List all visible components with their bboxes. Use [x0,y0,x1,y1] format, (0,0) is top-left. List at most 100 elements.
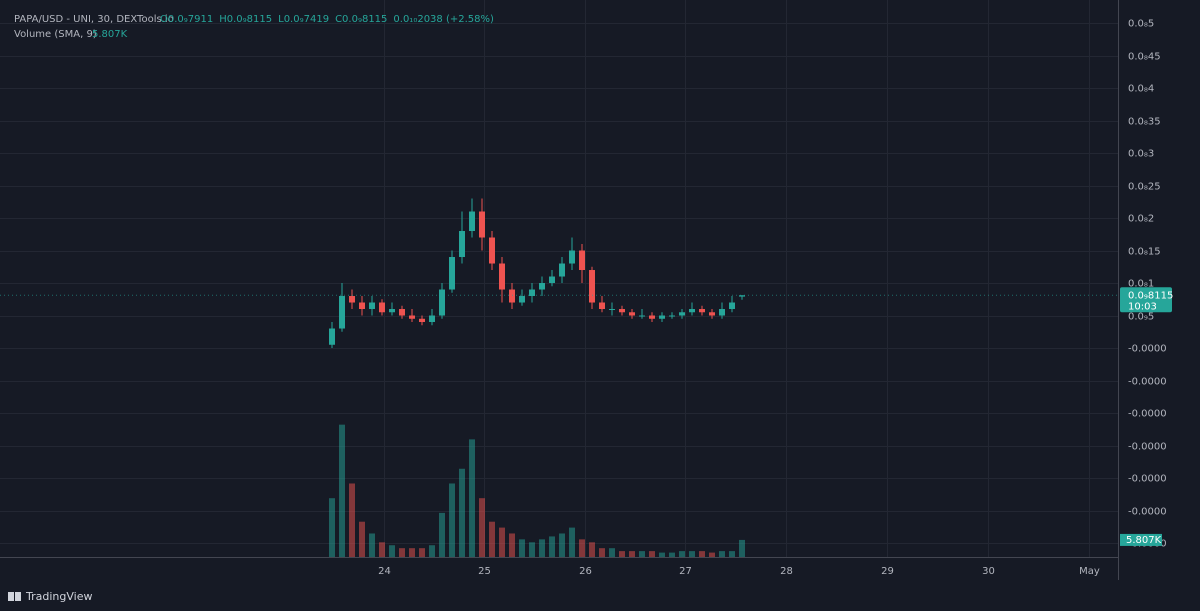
y-tick-label: 0.0₈5 [1128,19,1154,30]
brand-logo [15,592,21,601]
volume-bar [649,551,655,557]
countdown: 10:03 [1128,301,1157,312]
candle-body [659,315,665,319]
candle-body [579,250,585,271]
volume-bar [439,512,445,557]
y-tick-label: 0.0₈15 [1128,247,1161,258]
brand-name: TradingView [25,590,92,603]
candle-body [689,309,695,313]
volume-bar [639,551,645,557]
candle-body [619,309,625,313]
y-tick-label: 0.0₈3 [1128,149,1154,160]
y-tick-label: 0.0₈45 [1128,52,1161,63]
volume-bar [369,533,375,557]
y-tick-label: 0.0₉5 [1128,312,1154,323]
ohlc-value: O0.0₉7911 [160,14,213,25]
candle-body [389,309,395,313]
candle-body [699,309,705,313]
grid [0,0,1118,557]
candle-body [529,289,535,297]
volume-bar [339,424,345,557]
volume-title: Volume (SMA, 9) [14,29,97,40]
candle-body [609,309,615,311]
volume-bar [519,539,525,557]
volume-bar [479,498,485,557]
candle-body [439,289,445,316]
volume-bar [529,542,535,557]
candle-body [339,296,345,329]
volume-bar [679,551,685,557]
y-tick-label: -0.0000 [1128,474,1167,485]
volume-bar [389,545,395,557]
x-tick-label: 24 [378,566,391,577]
volume-bar [379,542,385,557]
x-tick-label: 29 [881,566,894,577]
brand: TradingView [8,590,92,603]
candle-body [549,276,555,284]
x-tick-label: 28 [780,566,793,577]
candle-body [729,302,735,310]
volume-bar [419,548,425,557]
volume-bar [699,551,705,557]
y-tick-label: 0.0₈1 [1128,279,1154,290]
last-price-label: 0.0₉8115 [1128,290,1173,301]
candle-body [459,231,465,258]
candle-body [499,263,505,290]
volume-bar [509,533,515,557]
volume-bar [459,468,465,557]
volume-bar [629,551,635,557]
candle-body [329,328,335,345]
candle-body [479,211,485,238]
volume-bar [719,551,725,557]
y-tick-label: 0.0₈4 [1128,84,1154,95]
candle-body [629,312,635,316]
candle-body [419,318,425,323]
volume-bar [569,527,575,557]
candle-body [709,312,715,316]
ohlc-value: 0.0₁₀2038 (+2.58%) [393,14,494,25]
candle-body [519,296,525,303]
volume-bar [449,483,455,557]
x-tick-label: 26 [579,566,592,577]
volume-bar [489,521,495,557]
volume-bar [589,542,595,557]
last-price-box [1120,287,1172,313]
volume-bar [539,539,545,557]
y-tick-label: 0.0₈25 [1128,182,1161,193]
candle-body [469,211,475,232]
candle-body [739,295,745,297]
candle-body [429,315,435,323]
y-tick-label: -0.0000 [1128,442,1167,453]
volume-bar [429,545,435,557]
volume-bar [689,551,695,557]
ohlc-value: C0.0₉8115 [335,14,387,25]
candle-body [589,270,595,303]
volume-bar [349,483,355,557]
candle-body [559,263,565,277]
volume-bar [579,539,585,557]
candle-body [509,289,515,303]
x-tick-label: 30 [982,566,995,577]
candle-body [359,302,365,310]
volume-bar [729,551,735,557]
y-tick-label: -0.0000 [1128,344,1167,355]
volume-label-box [1120,533,1162,546]
candle-body [399,309,405,316]
candle-body [649,315,655,319]
candle-body [369,302,375,310]
volume-bar [599,548,605,557]
volume-bar [329,498,335,557]
candle-body [379,302,385,313]
x-tick-label: May [1079,566,1100,577]
marks [329,198,745,557]
candle-body [669,315,675,317]
volume-value: 5.807K [92,29,128,40]
x-tick-label: 27 [679,566,692,577]
candle-body [639,315,645,317]
volume-bar [409,548,415,557]
volume-bar [469,439,475,557]
candle-body [349,296,355,303]
volume-bar [609,548,615,557]
candle-body [719,309,725,316]
candle-body [569,250,575,264]
